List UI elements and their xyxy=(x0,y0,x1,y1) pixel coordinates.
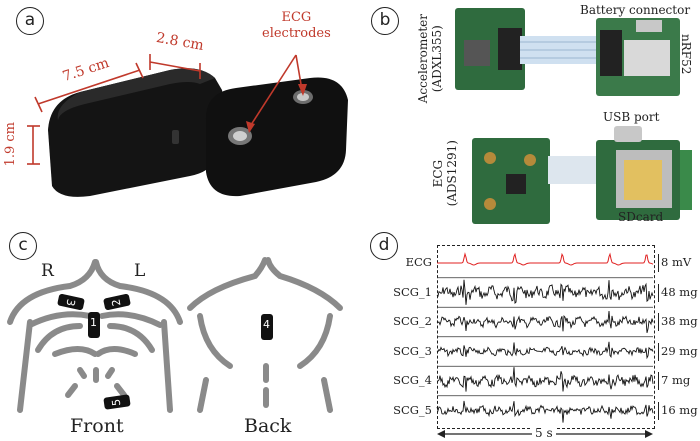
trace-scg-5 xyxy=(436,400,654,423)
usb-port-label: USB port xyxy=(603,110,660,124)
ecg-electrodes-label: ECG electrodes xyxy=(262,10,331,41)
sdcard-label: SDcard xyxy=(618,210,664,224)
device-photo-front xyxy=(27,54,348,197)
signal-name-scg-5: SCG_5 xyxy=(393,402,432,417)
nrf52-label: nRF52 xyxy=(679,34,693,75)
signal-name-scg-1: SCG_1 xyxy=(393,284,432,299)
ecg-chip-label: ECG (ADS1291) xyxy=(431,140,459,207)
accelerometer-label: Accelerometer (ADXL355) xyxy=(416,14,444,104)
signal-name-scg-3: SCG_3 xyxy=(393,343,432,358)
panel-letter-c: c xyxy=(9,232,37,260)
battery-connector-label: Battery connector xyxy=(580,3,691,17)
back-view-label: Back xyxy=(244,415,292,437)
front-view-label: Front xyxy=(70,415,124,437)
body-diagram xyxy=(7,257,343,413)
sensor-position-5: 5 xyxy=(109,398,124,407)
signal-name-ecg: ECG xyxy=(405,255,432,269)
electronics-photo xyxy=(455,8,692,224)
scale-bar xyxy=(658,283,659,302)
height-dimension-label: 1.9 cm xyxy=(3,122,18,167)
trace-ecg xyxy=(437,252,654,266)
scale-value-scg-1: 48 mg xyxy=(661,284,698,299)
trace-scg-2 xyxy=(436,310,654,333)
scale-value-scg-5: 16 mg xyxy=(661,402,698,417)
scale-bar xyxy=(658,372,659,390)
scale-value-scg-2: 38 mg xyxy=(661,314,698,328)
signal-traces xyxy=(436,252,654,423)
scale-value-scg-3: 29 mg xyxy=(661,343,698,358)
panel-letter-a: a xyxy=(16,7,44,35)
signal-name-scg-2: SCG_2 xyxy=(393,314,432,328)
panel-letter-d: d xyxy=(370,232,398,260)
sensor-position-4: 4 xyxy=(263,318,270,331)
signal-name-scg-4: SCG_4 xyxy=(393,373,432,387)
trace-scg-4 xyxy=(436,367,654,392)
scale-bar xyxy=(658,313,659,331)
scale-value-scg-4: 7 mg xyxy=(661,373,691,387)
panel-letter-b: b xyxy=(371,7,399,35)
trace-scg-3 xyxy=(436,341,654,360)
right-side-label: R xyxy=(41,261,54,281)
time-span-label: 5 s xyxy=(532,426,556,440)
scale-value-ecg: 8 mV xyxy=(661,255,692,269)
sensor-position-1: 1 xyxy=(90,316,97,329)
scale-bar xyxy=(658,401,659,420)
trace-scg-1 xyxy=(436,279,654,305)
scale-bar xyxy=(658,254,659,272)
scale-bar xyxy=(658,342,659,361)
left-side-label: L xyxy=(134,261,146,281)
